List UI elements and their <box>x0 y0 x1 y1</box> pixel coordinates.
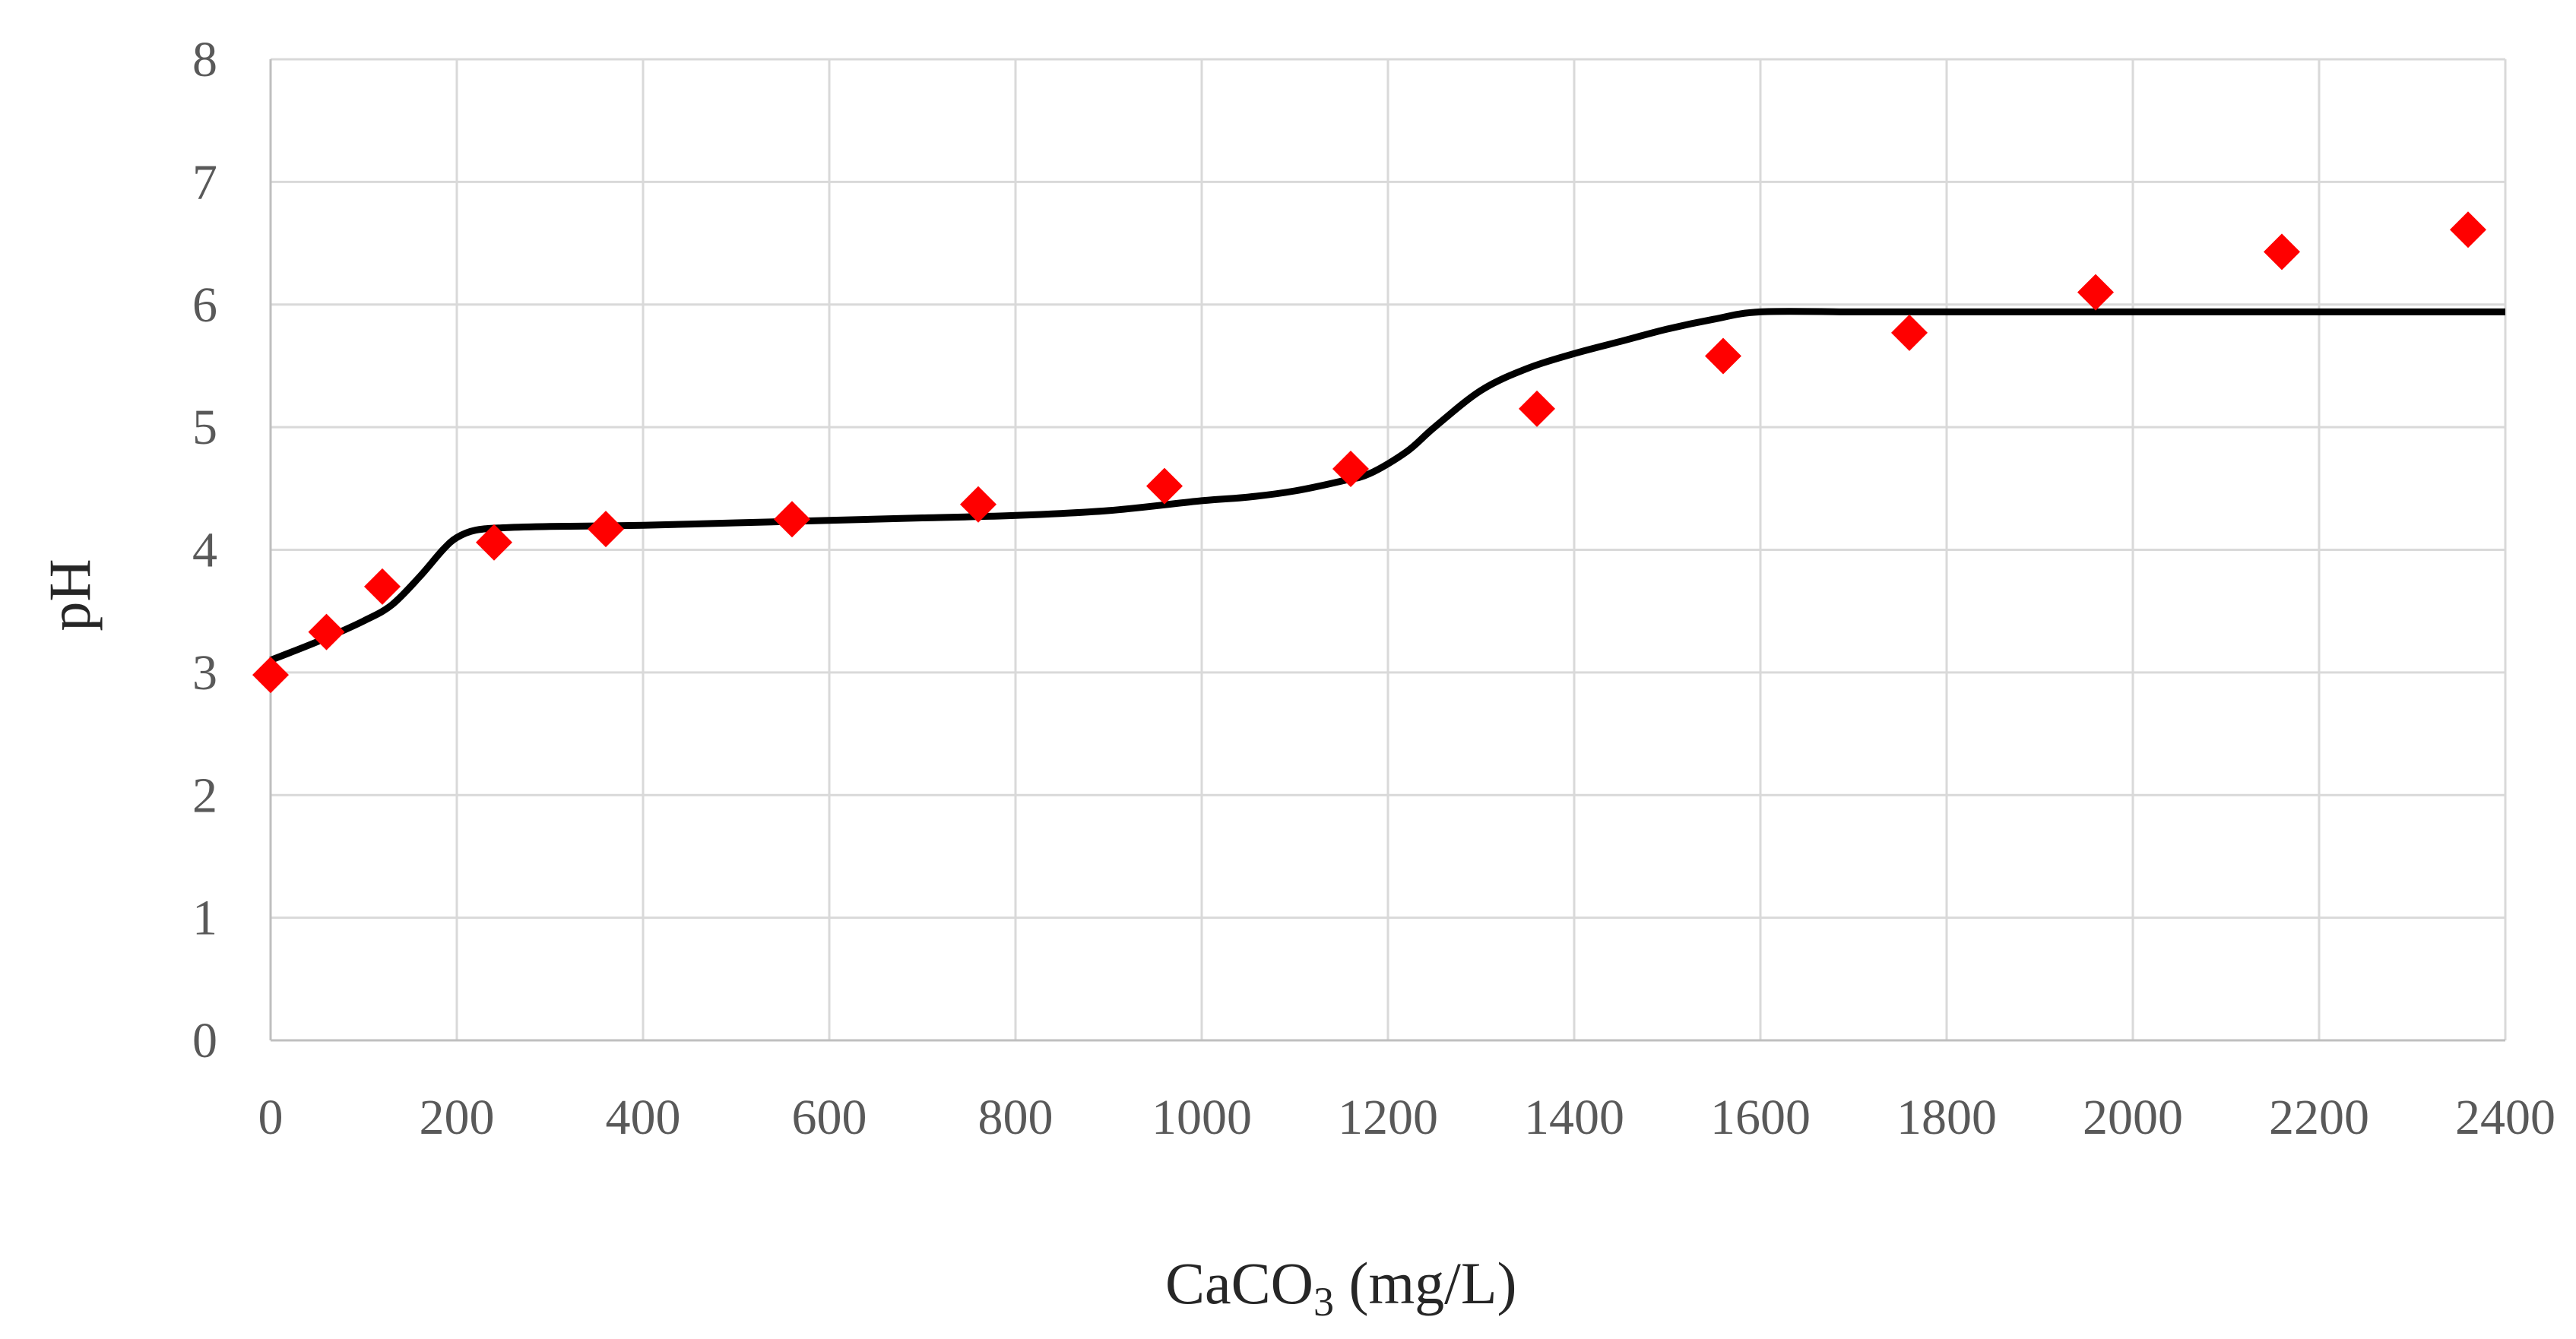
y-tick-label: 7 <box>192 154 217 210</box>
data-point-diamond <box>774 501 810 538</box>
x-axis-title-unit: (mg/L) <box>1334 1250 1516 1316</box>
model-line <box>269 308 2505 663</box>
x-tick-label: 1800 <box>1896 1090 1997 1145</box>
data-point-diamond <box>2077 274 2114 311</box>
data-point-diamond <box>1705 337 1741 375</box>
data-point-diamond <box>1146 467 1183 505</box>
data-point-diamond <box>1891 314 1928 351</box>
data-point-diamond <box>2450 211 2486 248</box>
data-point-diamond <box>2264 233 2300 271</box>
data-point-diamond <box>1519 390 1555 427</box>
x-tick-label: 2200 <box>2269 1090 2369 1145</box>
x-tick-label: 600 <box>792 1090 867 1145</box>
x-axis-title-subscript: 3 <box>1313 1279 1334 1325</box>
x-tick-label: 1600 <box>1710 1090 1811 1145</box>
y-tick-labels: 0 1 2 3 4 5 6 7 8 <box>192 32 217 1068</box>
x-axis-title: CaCO3 (mg/L) <box>1165 1250 1516 1325</box>
data-point-diamond <box>364 568 401 605</box>
y-tick-label: 4 <box>192 523 217 578</box>
axes <box>269 59 2505 1042</box>
x-tick-label: 800 <box>978 1090 1054 1145</box>
grid <box>271 58 2507 1040</box>
x-tick-label: 1000 <box>1152 1090 1252 1145</box>
y-axis-title: pH <box>36 559 103 631</box>
x-tick-label: 200 <box>420 1090 495 1145</box>
data-point-diamond <box>308 613 345 651</box>
x-tick-label: 2400 <box>2455 1090 2555 1145</box>
y-tick-label: 3 <box>192 645 217 701</box>
data-point-diamond <box>252 657 289 694</box>
x-tick-label: 1400 <box>1524 1090 1624 1145</box>
x-axis-title-main: CaCO <box>1165 1250 1313 1316</box>
data-point-diamond <box>476 524 512 561</box>
data-point-diamond <box>588 511 624 548</box>
y-tick-label: 2 <box>192 768 217 823</box>
plot-series <box>252 211 2505 694</box>
x-tick-label: 1200 <box>1338 1090 1438 1145</box>
x-tick-label: 400 <box>606 1090 681 1145</box>
data-point-diamond <box>960 486 996 523</box>
x-tick-label: 0 <box>258 1090 284 1145</box>
x-tick-label: 2000 <box>2083 1090 2183 1145</box>
y-tick-label: 1 <box>192 891 217 946</box>
x-tick-labels: 0 200 400 600 800 1000 1200 1400 1600 1800 2000 220… <box>258 1090 2556 1145</box>
y-tick-label: 6 <box>192 277 217 333</box>
data-point-diamond <box>1332 451 1369 487</box>
y-tick-label: 0 <box>192 1013 217 1068</box>
y-tick-label: 8 <box>192 32 217 87</box>
y-tick-label: 5 <box>192 400 217 455</box>
